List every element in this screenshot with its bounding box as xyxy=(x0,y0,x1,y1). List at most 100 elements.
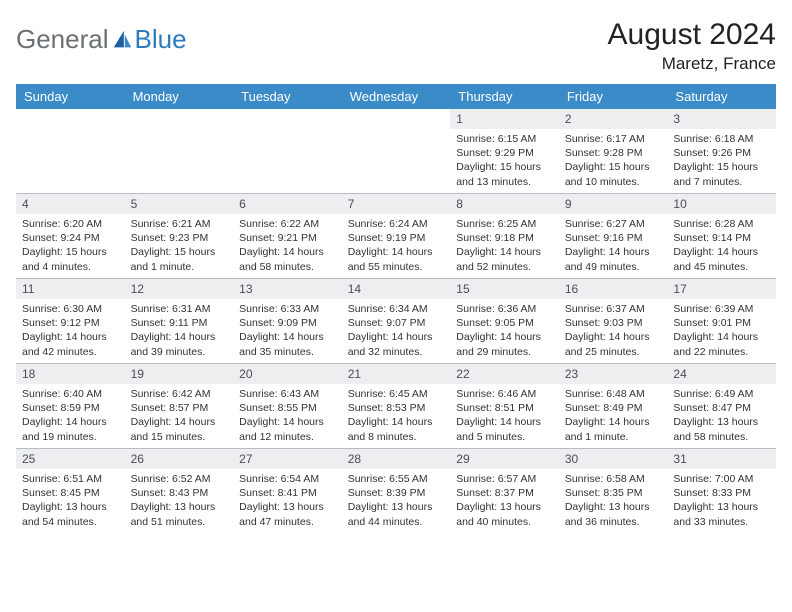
cell-line-ss: Sunset: 9:16 PM xyxy=(565,231,662,245)
cell-line-d1: Daylight: 14 hours xyxy=(239,245,336,259)
cell-body: Sunrise: 6:27 AMSunset: 9:16 PMDaylight:… xyxy=(559,214,668,278)
cell-line-sr: Sunrise: 6:58 AM xyxy=(565,472,662,486)
day-number: 9 xyxy=(559,194,668,214)
cell-body: Sunrise: 6:24 AMSunset: 9:19 PMDaylight:… xyxy=(342,214,451,278)
cell-line-ss: Sunset: 9:05 PM xyxy=(456,316,553,330)
dayheader-row: SundayMondayTuesdayWednesdayThursdayFrid… xyxy=(16,84,776,109)
cell-line-sr: Sunrise: 6:37 AM xyxy=(565,302,662,316)
cell-line-d1: Daylight: 14 hours xyxy=(22,415,119,429)
cell-line-ss: Sunset: 8:45 PM xyxy=(22,486,119,500)
calendar-cell: 26Sunrise: 6:52 AMSunset: 8:43 PMDayligh… xyxy=(125,449,234,533)
logo-text-general: General xyxy=(16,24,109,55)
weeks-container: 1Sunrise: 6:15 AMSunset: 9:29 PMDaylight… xyxy=(16,109,776,533)
cell-line-d1: Daylight: 13 hours xyxy=(131,500,228,514)
week-row: 18Sunrise: 6:40 AMSunset: 8:59 PMDayligh… xyxy=(16,363,776,448)
cell-line-d1: Daylight: 15 hours xyxy=(22,245,119,259)
cell-line-d2: and 4 minutes. xyxy=(22,260,119,274)
cell-line-ss: Sunset: 9:18 PM xyxy=(456,231,553,245)
cell-line-ss: Sunset: 9:24 PM xyxy=(22,231,119,245)
cell-line-ss: Sunset: 9:07 PM xyxy=(348,316,445,330)
title-block: August 2024 Maretz, France xyxy=(608,18,776,74)
cell-line-sr: Sunrise: 6:28 AM xyxy=(673,217,770,231)
cell-line-d2: and 12 minutes. xyxy=(239,430,336,444)
calendar-cell: 11Sunrise: 6:30 AMSunset: 9:12 PMDayligh… xyxy=(16,279,125,363)
cell-line-ss: Sunset: 9:14 PM xyxy=(673,231,770,245)
dayheader: Saturday xyxy=(667,84,776,109)
cell-line-sr: Sunrise: 6:45 AM xyxy=(348,387,445,401)
cell-line-d2: and 8 minutes. xyxy=(348,430,445,444)
calendar-cell: 21Sunrise: 6:45 AMSunset: 8:53 PMDayligh… xyxy=(342,364,451,448)
cell-line-d2: and 49 minutes. xyxy=(565,260,662,274)
calendar-cell: 16Sunrise: 6:37 AMSunset: 9:03 PMDayligh… xyxy=(559,279,668,363)
cell-line-d1: Daylight: 15 hours xyxy=(131,245,228,259)
dayheader: Monday xyxy=(125,84,234,109)
day-number: 4 xyxy=(16,194,125,214)
cell-body: Sunrise: 6:39 AMSunset: 9:01 PMDaylight:… xyxy=(667,299,776,363)
cell-line-sr: Sunrise: 6:20 AM xyxy=(22,217,119,231)
cell-line-d2: and 1 minute. xyxy=(565,430,662,444)
cell-line-ss: Sunset: 9:29 PM xyxy=(456,146,553,160)
cell-line-ss: Sunset: 8:47 PM xyxy=(673,401,770,415)
day-number: 23 xyxy=(559,364,668,384)
cell-line-d2: and 19 minutes. xyxy=(22,430,119,444)
cell-line-sr: Sunrise: 6:24 AM xyxy=(348,217,445,231)
day-number: 10 xyxy=(667,194,776,214)
cell-line-sr: Sunrise: 6:34 AM xyxy=(348,302,445,316)
calendar-page: General Blue August 2024 Maretz, France … xyxy=(0,0,792,551)
calendar-cell: 22Sunrise: 6:46 AMSunset: 8:51 PMDayligh… xyxy=(450,364,559,448)
cell-line-sr: Sunrise: 6:42 AM xyxy=(131,387,228,401)
cell-line-d1: Daylight: 15 hours xyxy=(565,160,662,174)
cell-line-d2: and 25 minutes. xyxy=(565,345,662,359)
cell-body: Sunrise: 6:40 AMSunset: 8:59 PMDaylight:… xyxy=(16,384,125,448)
cell-line-ss: Sunset: 9:21 PM xyxy=(239,231,336,245)
day-number: 8 xyxy=(450,194,559,214)
cell-body: Sunrise: 6:28 AMSunset: 9:14 PMDaylight:… xyxy=(667,214,776,278)
cell-line-d1: Daylight: 13 hours xyxy=(22,500,119,514)
cell-line-d1: Daylight: 14 hours xyxy=(456,415,553,429)
cell-body: Sunrise: 6:45 AMSunset: 8:53 PMDaylight:… xyxy=(342,384,451,448)
cell-line-d2: and 51 minutes. xyxy=(131,515,228,529)
cell-line-sr: Sunrise: 6:40 AM xyxy=(22,387,119,401)
cell-line-d2: and 35 minutes. xyxy=(239,345,336,359)
cell-body: Sunrise: 6:22 AMSunset: 9:21 PMDaylight:… xyxy=(233,214,342,278)
calendar-cell: 27Sunrise: 6:54 AMSunset: 8:41 PMDayligh… xyxy=(233,449,342,533)
cell-line-ss: Sunset: 8:39 PM xyxy=(348,486,445,500)
week-row: 4Sunrise: 6:20 AMSunset: 9:24 PMDaylight… xyxy=(16,193,776,278)
day-number: 7 xyxy=(342,194,451,214)
cell-line-sr: Sunrise: 6:49 AM xyxy=(673,387,770,401)
cell-line-ss: Sunset: 9:01 PM xyxy=(673,316,770,330)
cell-line-d2: and 29 minutes. xyxy=(456,345,553,359)
cell-body: Sunrise: 6:57 AMSunset: 8:37 PMDaylight:… xyxy=(450,469,559,533)
cell-line-ss: Sunset: 8:55 PM xyxy=(239,401,336,415)
day-number: 6 xyxy=(233,194,342,214)
cell-line-d2: and 32 minutes. xyxy=(348,345,445,359)
calendar-cell: 7Sunrise: 6:24 AMSunset: 9:19 PMDaylight… xyxy=(342,194,451,278)
cell-line-d1: Daylight: 14 hours xyxy=(348,245,445,259)
cell-line-sr: Sunrise: 6:39 AM xyxy=(673,302,770,316)
day-number: 21 xyxy=(342,364,451,384)
cell-line-d2: and 33 minutes. xyxy=(673,515,770,529)
cell-line-d1: Daylight: 14 hours xyxy=(673,245,770,259)
cell-body: Sunrise: 6:49 AMSunset: 8:47 PMDaylight:… xyxy=(667,384,776,448)
cell-line-d1: Daylight: 13 hours xyxy=(673,415,770,429)
cell-line-ss: Sunset: 9:09 PM xyxy=(239,316,336,330)
cell-line-ss: Sunset: 9:19 PM xyxy=(348,231,445,245)
calendar-grid: SundayMondayTuesdayWednesdayThursdayFrid… xyxy=(16,84,776,533)
cell-line-sr: Sunrise: 6:46 AM xyxy=(456,387,553,401)
cell-line-ss: Sunset: 8:41 PM xyxy=(239,486,336,500)
calendar-cell: 24Sunrise: 6:49 AMSunset: 8:47 PMDayligh… xyxy=(667,364,776,448)
cell-line-d1: Daylight: 14 hours xyxy=(673,330,770,344)
cell-line-d1: Daylight: 14 hours xyxy=(131,330,228,344)
cell-body: Sunrise: 6:15 AMSunset: 9:29 PMDaylight:… xyxy=(450,129,559,193)
cell-line-d2: and 45 minutes. xyxy=(673,260,770,274)
cell-line-ss: Sunset: 9:28 PM xyxy=(565,146,662,160)
cell-line-ss: Sunset: 8:51 PM xyxy=(456,401,553,415)
cell-line-ss: Sunset: 9:23 PM xyxy=(131,231,228,245)
cell-line-sr: Sunrise: 6:55 AM xyxy=(348,472,445,486)
day-number: 22 xyxy=(450,364,559,384)
cell-body: Sunrise: 6:31 AMSunset: 9:11 PMDaylight:… xyxy=(125,299,234,363)
cell-line-d2: and 10 minutes. xyxy=(565,175,662,189)
cell-body: Sunrise: 6:46 AMSunset: 8:51 PMDaylight:… xyxy=(450,384,559,448)
calendar-cell: 13Sunrise: 6:33 AMSunset: 9:09 PMDayligh… xyxy=(233,279,342,363)
cell-line-sr: Sunrise: 7:00 AM xyxy=(673,472,770,486)
